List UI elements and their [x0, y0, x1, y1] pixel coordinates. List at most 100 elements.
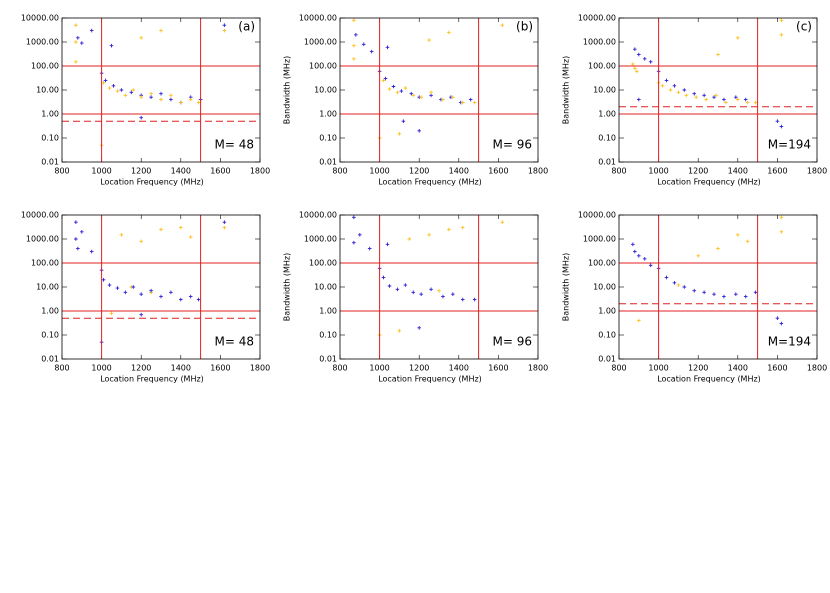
point: [387, 87, 392, 91]
point: [411, 290, 416, 295]
point: [131, 88, 136, 92]
point: [367, 246, 372, 251]
y-tick-label: 100.00: [309, 62, 337, 71]
x-axis-label: Location Frequency (MHz): [657, 178, 761, 187]
point: [361, 42, 366, 47]
x-tick-label: 1800: [250, 364, 270, 373]
y-tick-label: 0.10: [319, 134, 337, 143]
point: [692, 288, 697, 293]
point: [74, 59, 78, 64]
point: [89, 28, 94, 33]
point: [684, 93, 689, 98]
point: [460, 225, 465, 230]
y-tick-label: 0.10: [319, 331, 337, 340]
point: [411, 93, 416, 98]
point: [80, 229, 84, 234]
point: [111, 83, 116, 88]
x-tick-label: 800: [54, 364, 69, 373]
point: [149, 288, 153, 293]
point: [468, 97, 473, 102]
point: [179, 225, 183, 230]
annotation: M= 48: [215, 138, 255, 152]
panel: 800 1000 1200 1400 1600 1800 10000.00 1000.00 10…: [562, 14, 828, 187]
point: [779, 321, 784, 326]
point: [775, 316, 780, 321]
point: [222, 225, 227, 230]
point: [429, 90, 433, 95]
point: [352, 56, 356, 61]
plot-frame: [339, 214, 539, 360]
point: [472, 100, 477, 105]
x-tick-label: 1800: [807, 167, 827, 176]
point: [119, 232, 124, 237]
y-tick-label: 100.00: [31, 259, 59, 268]
point: [179, 297, 183, 302]
y-tick-label: 0.10: [41, 134, 59, 143]
point: [447, 30, 451, 35]
plot-frame: [339, 17, 539, 163]
point: [460, 100, 465, 105]
plot-area: [631, 18, 784, 129]
y-tick-label: 1000.00: [583, 235, 616, 244]
plot-area: [352, 18, 505, 140]
point: [123, 93, 128, 98]
y-tick-label: 1.00: [598, 307, 616, 316]
point: [115, 89, 120, 93]
point: [734, 292, 738, 297]
point: [500, 220, 505, 225]
point: [419, 292, 423, 297]
point: [648, 263, 653, 268]
point: [722, 97, 726, 102]
y-tick-label: 100.00: [588, 62, 616, 71]
point: [472, 297, 477, 302]
point: [76, 35, 80, 40]
y-tick-label: 100.00: [31, 62, 59, 71]
x-tick-label: 1200: [688, 167, 708, 176]
point: [779, 229, 784, 234]
y-tick-label: 1000.00: [304, 235, 337, 244]
y-tick-label: 10.00: [36, 283, 59, 292]
point: [188, 235, 193, 239]
point: [642, 256, 647, 261]
point: [631, 242, 635, 247]
point: [352, 240, 356, 245]
x-tick-label: 1000: [91, 167, 111, 176]
x-tick-label: 800: [332, 167, 347, 176]
plot-area: [352, 215, 505, 337]
point: [139, 312, 143, 317]
point: [115, 286, 120, 290]
point: [714, 93, 718, 98]
x-axis-label: Location Frequency (MHz): [657, 375, 761, 384]
point: [391, 84, 396, 89]
y-tick-label: 10000.00: [299, 211, 337, 220]
annotation: M= 96: [493, 335, 533, 349]
point: [76, 246, 80, 251]
x-tick-label: 1000: [648, 364, 668, 373]
point: [692, 91, 697, 96]
point: [775, 119, 780, 124]
x-tick-label: 1000: [91, 364, 111, 373]
x-tick-label: 1800: [807, 364, 827, 373]
y-tick-label: 1.00: [598, 110, 616, 119]
point: [668, 88, 673, 92]
point: [358, 232, 362, 237]
point: [779, 32, 784, 37]
x-tick-label: 1600: [210, 167, 230, 176]
point: [696, 253, 700, 258]
point: [196, 297, 201, 302]
point: [676, 283, 681, 287]
x-tick-label: 1600: [210, 364, 230, 373]
point: [139, 95, 143, 100]
point: [702, 93, 706, 98]
x-tick-label: 1000: [369, 167, 389, 176]
point: [722, 294, 726, 299]
point: [419, 95, 423, 100]
point: [779, 124, 784, 129]
point: [103, 78, 108, 83]
point: [74, 220, 78, 225]
point: [222, 23, 227, 28]
point: [101, 277, 106, 282]
point: [139, 35, 143, 40]
point: [743, 294, 748, 299]
